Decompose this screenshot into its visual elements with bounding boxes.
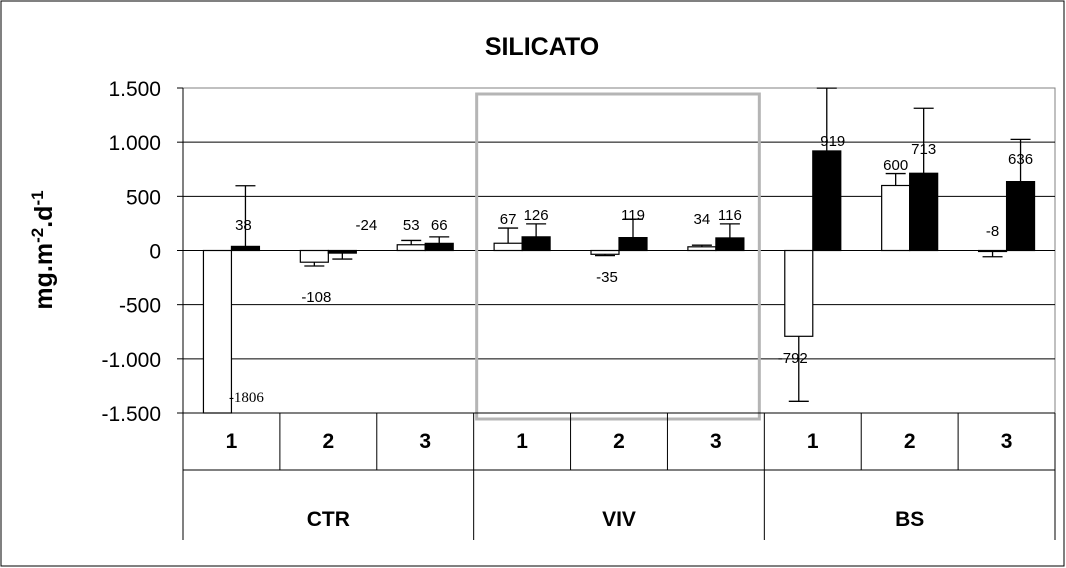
- bar: [494, 243, 522, 250]
- bar: [716, 238, 744, 251]
- bar: [203, 251, 231, 414]
- data-label: 34: [694, 211, 711, 228]
- data-label: -108: [301, 289, 331, 306]
- bar: [688, 247, 716, 251]
- y-tick-label: -1.000: [101, 349, 161, 372]
- y-tick-label: 0: [149, 241, 161, 264]
- category-label: 1: [807, 430, 819, 453]
- data-label: 636: [1008, 151, 1033, 168]
- bar: [425, 243, 453, 250]
- category-label: 3: [1001, 430, 1013, 453]
- group-label: VIV: [602, 508, 636, 531]
- bar: [328, 251, 356, 254]
- data-label: -24: [355, 217, 377, 234]
- y-axis-label: mg.m-2.d-1: [28, 190, 59, 309]
- bar: [1007, 182, 1035, 251]
- category-label: 1: [516, 430, 528, 453]
- data-label: 600: [883, 157, 908, 174]
- category-label: 1: [226, 430, 238, 453]
- data-label: 67: [500, 211, 517, 228]
- category-label: 3: [710, 430, 722, 453]
- bar: [910, 173, 938, 250]
- bar: [619, 238, 647, 251]
- bar: [882, 186, 910, 251]
- group-label: CTR: [307, 508, 350, 531]
- bar: [522, 237, 550, 251]
- bar: [300, 251, 328, 263]
- data-label: 116: [718, 207, 742, 224]
- data-label: 713: [911, 141, 936, 158]
- bar: [979, 251, 1007, 252]
- data-label: -8: [986, 223, 999, 240]
- data-label: 38: [235, 217, 252, 234]
- data-label: 126: [524, 207, 549, 224]
- bar: [397, 245, 425, 251]
- data-label: 919: [820, 133, 845, 150]
- category-label: 3: [419, 430, 431, 453]
- y-tick-label: 1.500: [108, 78, 161, 101]
- data-label: -1806: [229, 390, 264, 406]
- category-label: 2: [322, 430, 334, 453]
- y-tick-label: -500: [119, 295, 161, 318]
- bar: [813, 151, 841, 251]
- bar: [231, 246, 259, 250]
- data-label: -792: [778, 350, 808, 367]
- data-label: -35: [596, 269, 618, 286]
- y-tick-label: 500: [126, 186, 161, 209]
- group-label: BS: [895, 508, 924, 531]
- category-label: 2: [904, 430, 916, 453]
- y-tick-label: 1.000: [108, 132, 161, 155]
- data-label: 66: [431, 217, 448, 234]
- bar: [591, 251, 619, 255]
- y-tick-label: -1.500: [101, 403, 161, 426]
- bar: [785, 251, 813, 337]
- data-label: 119: [621, 207, 645, 224]
- category-label: 2: [613, 430, 625, 453]
- data-label: 53: [403, 217, 420, 234]
- chart-title: SILICATO: [485, 33, 599, 61]
